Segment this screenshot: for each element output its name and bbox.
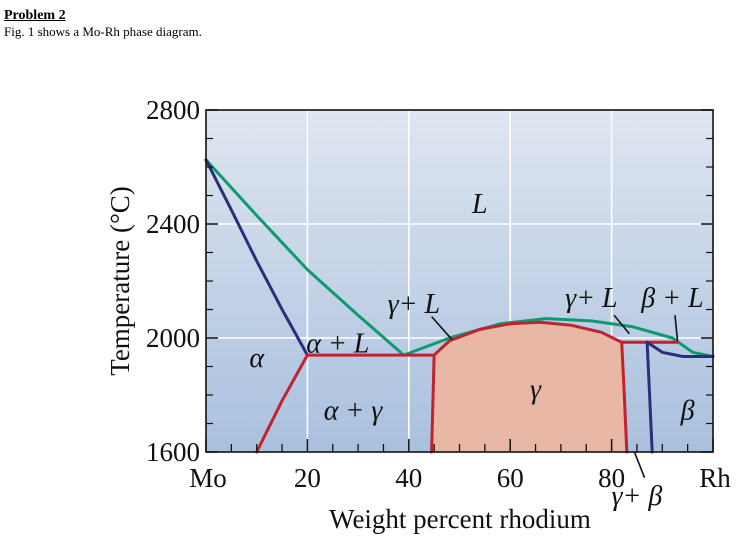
alpha-solidus-curve <box>204 158 309 357</box>
problem-title: Problem 2 <box>4 8 66 23</box>
liquidus-left-curve <box>204 158 406 357</box>
y-tick-label: 2800 <box>146 95 200 125</box>
problem-description: Fig. 1 shows a Mo-Rh phase diagram. <box>4 24 202 39</box>
gamma-region-fill <box>431 322 627 452</box>
region-label: γ+ β <box>612 481 663 512</box>
region-labels: Lγ+ L γ+ L β + L α + L α γ α + γ β γ+ β <box>249 189 703 512</box>
region-label: L <box>471 189 488 220</box>
region-label: γ <box>530 374 542 405</box>
header: Problem 2 Fig. 1 shows a Mo-Rh phase dia… <box>4 8 202 40</box>
region-label: γ+ L <box>565 283 618 314</box>
x-tick-label: 60 <box>497 463 524 493</box>
region-label: β <box>680 396 695 427</box>
x-axis-label: Weight percent rhodium <box>329 504 591 534</box>
phase-boundaries <box>204 158 715 454</box>
gamma-boundary-curve <box>430 320 629 454</box>
leader-line <box>674 315 679 341</box>
region-label: β + L <box>640 283 703 314</box>
y-tick-label: 2000 <box>146 323 200 353</box>
leader-line <box>431 316 453 340</box>
x-tick-label: 40 <box>395 463 422 493</box>
leader-line <box>633 451 646 478</box>
region-label: α + L <box>306 329 369 360</box>
y-tick-labels: 1600 2000 2400 2800 <box>146 95 200 467</box>
y-axis-label: Temperature (°C) <box>105 186 135 376</box>
beta-solidus-curve <box>645 340 715 358</box>
x-tick-label: 20 <box>294 463 321 493</box>
beta-solvus-curve <box>645 340 654 454</box>
y-tick-label: 1600 <box>146 437 200 467</box>
leader-lines <box>431 314 679 478</box>
leader-line <box>613 314 630 335</box>
y-tick-label: 2400 <box>146 209 200 239</box>
x-tick-label: Rh <box>699 463 731 493</box>
x-tick-label: Mo <box>189 463 227 493</box>
x-tick-labels: Mo 20 40 60 80 Rh <box>189 463 731 493</box>
region-label: α <box>249 343 265 374</box>
alpha-solvus-curve <box>255 353 309 454</box>
region-label: α + γ <box>324 396 384 427</box>
x-tick-label: 80 <box>598 463 625 493</box>
ticks <box>205 109 714 453</box>
region-label: γ+ L <box>388 289 441 320</box>
